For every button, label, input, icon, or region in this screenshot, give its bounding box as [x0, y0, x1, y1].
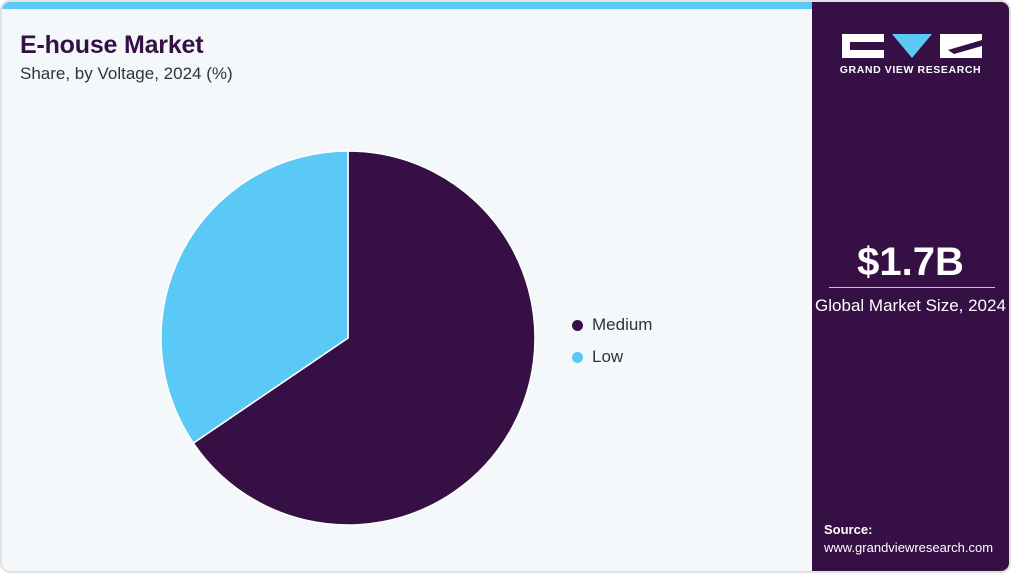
brand-name: GRAND VIEW RESEARCH: [839, 64, 982, 76]
legend-swatch-medium: [572, 319, 583, 331]
source-label: Source:: [824, 522, 873, 537]
gvr-logo-icon: [842, 34, 982, 58]
market-size-value: $1.7B: [857, 240, 964, 284]
legend-item-low: Low: [572, 341, 652, 373]
legend-item-medium: Medium: [572, 309, 652, 341]
pie-slice-medium: [192, 150, 536, 526]
chart-title: E-house Market: [20, 31, 204, 59]
chart-legend: Medium Low: [572, 309, 652, 373]
info-sidebar: GRAND VIEW RESEARCH $1.7B Global Market …: [812, 2, 1009, 571]
chart-panel: E-house Market Share, by Voltage, 2024 (…: [2, 9, 812, 571]
legend-label-low: Low: [592, 347, 624, 366]
pie-chart: [160, 150, 536, 526]
chart-subtitle: Share, by Voltage, 2024 (%): [20, 64, 233, 83]
legend-label-medium: Medium: [592, 315, 653, 334]
divider: [829, 287, 995, 288]
legend-swatch-low: [572, 351, 583, 363]
source-link[interactable]: www.grandviewresearch.com: [824, 540, 994, 555]
market-size-label: Global Market Size, 2024: [815, 296, 1006, 315]
accent-top-bar: [2, 2, 812, 9]
pie-slice-low: [160, 150, 349, 445]
